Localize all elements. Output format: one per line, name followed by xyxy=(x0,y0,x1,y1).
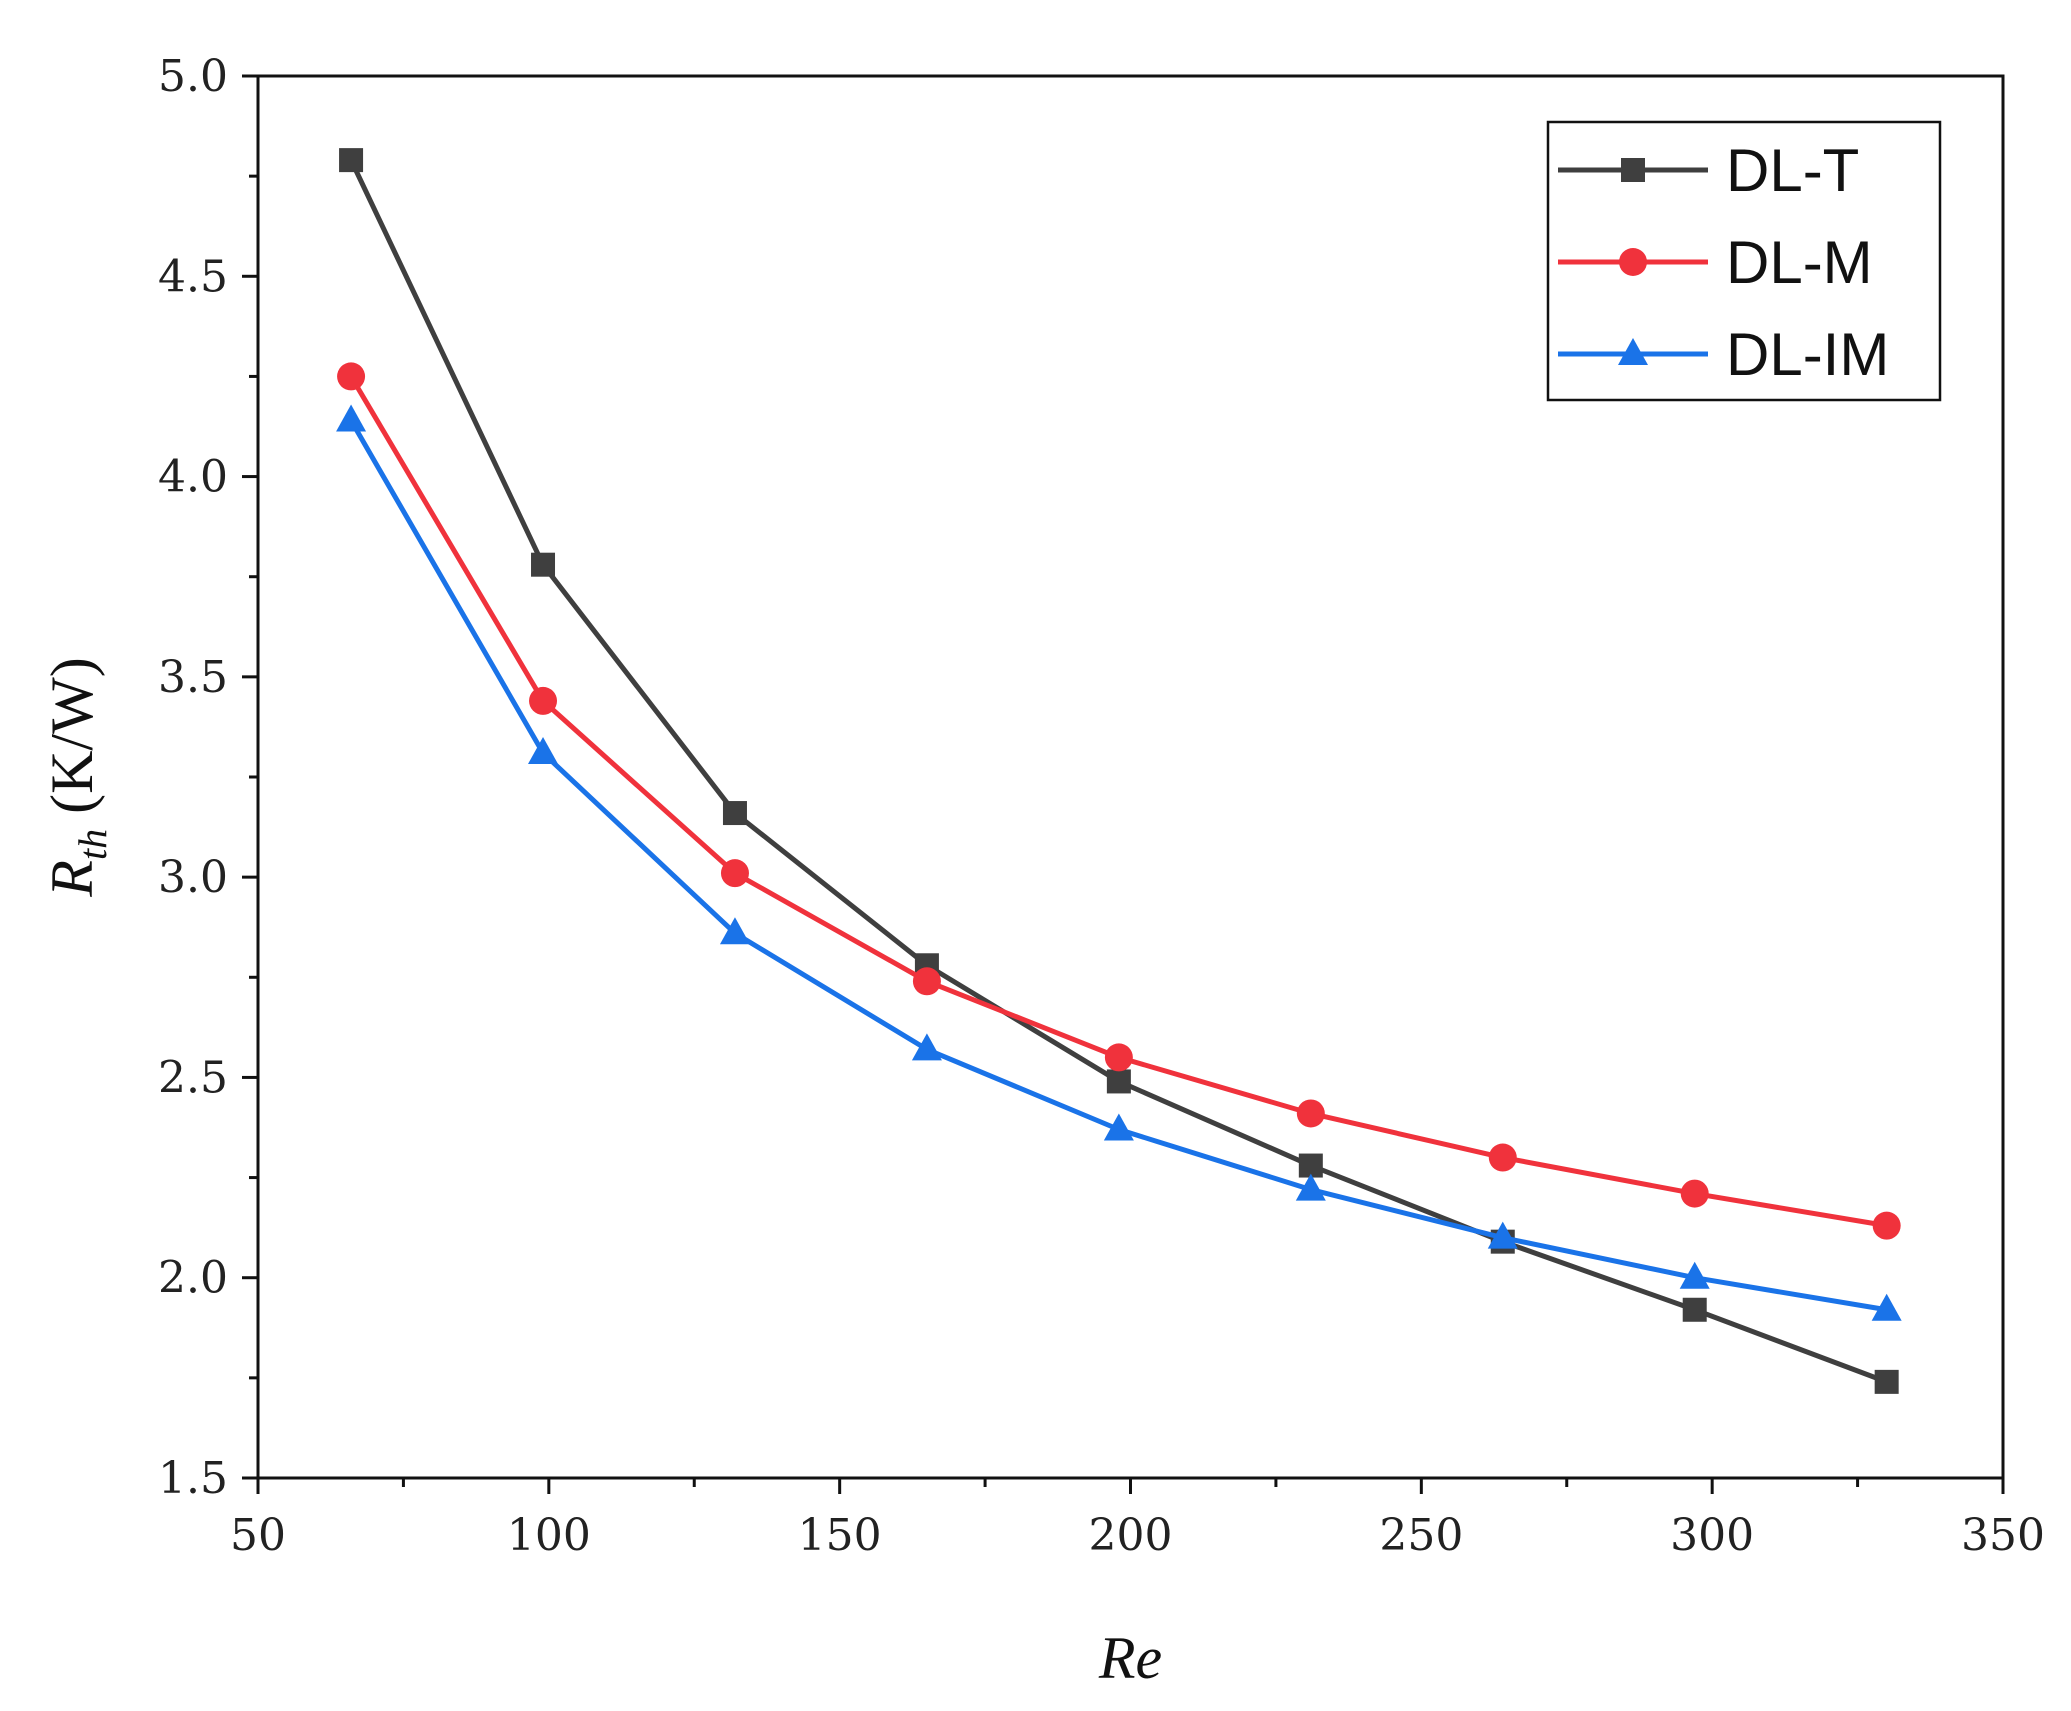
y-tick-label: 2.0 xyxy=(158,1253,228,1304)
data-point xyxy=(1682,1297,1707,1322)
data-point xyxy=(1487,1221,1518,1249)
x-tick-label: 100 xyxy=(507,1510,591,1561)
legend-label: DL-T xyxy=(1726,137,1859,204)
y-tick-label: 4.0 xyxy=(158,452,228,503)
data-point xyxy=(1871,1293,1902,1321)
legend-item-dl-im: DL-IM xyxy=(1558,321,1889,388)
legend-item-dl-m: DL-M xyxy=(1558,229,1873,296)
y-axis-title-subscript: th xyxy=(70,829,115,860)
legend-label: DL-M xyxy=(1726,229,1873,296)
data-point xyxy=(1296,1099,1325,1128)
series-dl-m xyxy=(337,362,1901,1240)
y-axis-title-unit: (K/W) xyxy=(39,657,105,829)
data-point xyxy=(1295,1173,1326,1201)
legend: DL-T DL-M DL-IM xyxy=(1546,120,1942,402)
x-tick-label: 300 xyxy=(1670,1510,1754,1561)
data-point xyxy=(1679,1261,1710,1289)
y-tick-label: 4.5 xyxy=(158,251,228,302)
x-tick-label: 150 xyxy=(798,1510,882,1561)
data-point xyxy=(722,801,747,826)
x-tick-label: 50 xyxy=(230,1510,286,1561)
x-tick-label: 200 xyxy=(1089,1510,1173,1561)
data-point xyxy=(1488,1143,1517,1172)
data-point xyxy=(531,552,556,577)
data-point xyxy=(1104,1043,1133,1072)
y-tick-label: 3.0 xyxy=(158,852,228,903)
plot-marks xyxy=(336,148,1902,1394)
data-point xyxy=(1298,1153,1323,1178)
axis-ticks: 50 100 150 200 250 300 350 1.5 2.0 2.5 3.0 3.5 4.0 4.… xyxy=(158,51,2045,1561)
data-point xyxy=(912,967,941,996)
legend-marker xyxy=(1619,248,1647,276)
y-tick-label: 2.5 xyxy=(158,1052,228,1103)
legend-item-dl-t: DL-T xyxy=(1558,137,1859,204)
legend-label: DL-IM xyxy=(1726,321,1889,388)
y-tick-label: 3.5 xyxy=(158,652,228,703)
y-axis-title: Rth (K/W) xyxy=(39,657,115,897)
y-tick-label: 1.5 xyxy=(158,1453,228,1504)
data-point xyxy=(337,362,366,391)
data-point xyxy=(1106,1069,1131,1094)
series-dl-im xyxy=(336,404,1902,1321)
data-point xyxy=(529,686,558,715)
data-point xyxy=(339,148,364,173)
data-point xyxy=(1872,1211,1901,1240)
data-point xyxy=(1874,1369,1899,1394)
y-axis-title-main: R xyxy=(39,860,105,898)
data-point xyxy=(528,736,559,764)
data-point xyxy=(1680,1179,1709,1208)
x-axis-title: Re xyxy=(1098,1625,1162,1691)
data-point xyxy=(720,859,749,888)
data-point xyxy=(1103,1113,1134,1141)
data-point xyxy=(911,1033,942,1061)
legend-marker xyxy=(1618,338,1648,365)
legend-marker xyxy=(1621,158,1645,182)
data-point xyxy=(336,404,367,432)
y-tick-label: 5.0 xyxy=(158,51,228,102)
x-tick-label: 350 xyxy=(1961,1510,2045,1561)
x-tick-label: 250 xyxy=(1379,1510,1463,1561)
data-point xyxy=(719,917,750,945)
